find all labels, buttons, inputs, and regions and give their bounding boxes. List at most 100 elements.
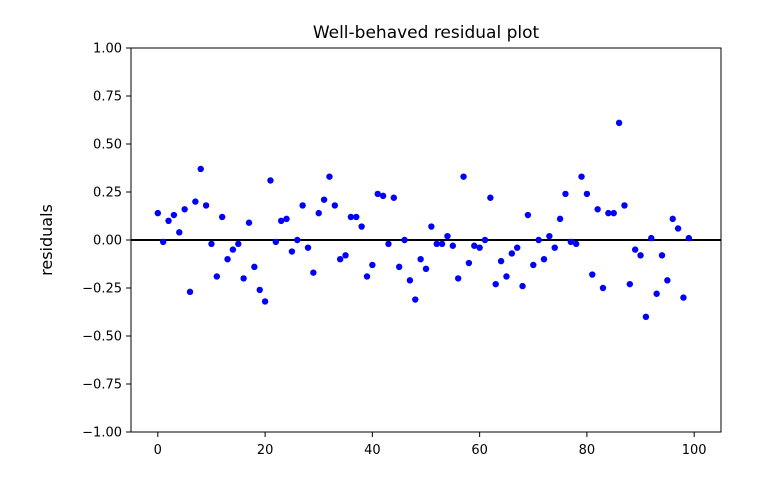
y-tick-label: −0.25 [82,282,122,297]
data-point [578,173,585,180]
x-tick-label: 60 [471,443,488,458]
data-point [465,259,473,267]
data-point [192,198,199,205]
y-tick-label: −0.50 [82,330,122,345]
data-point [197,165,204,173]
data-point [320,196,328,203]
y-axis-label: residuals [37,204,56,276]
data-point [347,213,355,221]
data-point [379,192,387,200]
data-point [315,209,322,217]
data-point [240,275,247,282]
x-tick-label: 0 [154,443,162,458]
data-point [326,173,333,180]
data-point [487,194,494,201]
data-point [658,252,666,259]
x-tick-label: 20 [257,443,274,458]
data-point [401,236,408,244]
data-point [369,261,376,269]
data-point [669,215,676,223]
data-point [621,202,628,209]
y-tick-label: 0.75 [93,90,122,105]
data-point [615,119,623,127]
data-point [583,190,591,198]
data-point [229,246,237,253]
data-point [637,252,644,259]
data-point [299,202,306,209]
data-point [503,273,510,280]
data-point [165,217,172,224]
data-point [358,223,365,230]
data-point [685,234,693,242]
data-point [417,256,424,263]
data-point [631,246,639,253]
data-point [433,240,440,248]
data-point [363,273,371,280]
data-point [454,275,462,282]
data-point [444,232,451,240]
data-point [412,296,419,303]
data-point [336,256,344,263]
data-point [331,202,339,209]
data-point [567,238,575,246]
data-point [385,240,392,248]
data-point [648,234,655,242]
y-tick-label: −1.00 [82,426,122,441]
data-point [492,280,499,288]
data-point [342,252,349,259]
plot-frame [130,47,722,433]
x-tick-label: 100 [682,443,707,458]
y-tick-label: −0.75 [82,378,122,393]
data-point [159,238,167,246]
data-point [664,277,671,284]
chart-title: Well-behaved residual plot [313,23,540,43]
data-point [524,211,532,219]
data-point [572,240,580,248]
data-point [224,256,231,263]
data-point [642,313,650,320]
data-point [374,190,381,198]
data-point [310,269,317,276]
data-point [599,284,607,292]
data-point [277,217,285,224]
data-point [476,244,483,251]
data-point [508,250,516,257]
x-tick-label: 80 [579,443,596,458]
data-point [449,242,457,249]
y-tick-label: 0.00 [93,234,122,249]
data-point [218,213,226,221]
data-point [272,238,280,246]
data-point [471,242,478,249]
data-point [610,209,617,217]
data-point [267,177,274,184]
data-point [589,271,596,278]
y-tick-label: 1.00 [93,42,122,57]
data-point [562,190,569,198]
data-point [546,232,553,240]
data-point [304,244,312,251]
data-point [261,298,269,305]
data-point [653,290,660,297]
data-point [680,294,687,301]
data-point [428,223,435,230]
data-point [213,273,221,280]
data-point [519,282,526,290]
data-point [551,244,558,251]
data-point [438,240,446,248]
data-point [390,194,398,201]
data-point [540,256,548,263]
data-point [497,257,505,265]
data-point [594,206,601,213]
data-point [460,173,467,180]
data-point [181,206,188,213]
data-point [154,209,162,217]
data-point [513,244,521,251]
data-point [251,263,258,271]
data-point [186,288,194,296]
data-point [208,240,215,248]
data-point [422,265,430,272]
data-point [481,236,489,244]
data-point [353,213,360,221]
data-point [256,286,263,294]
